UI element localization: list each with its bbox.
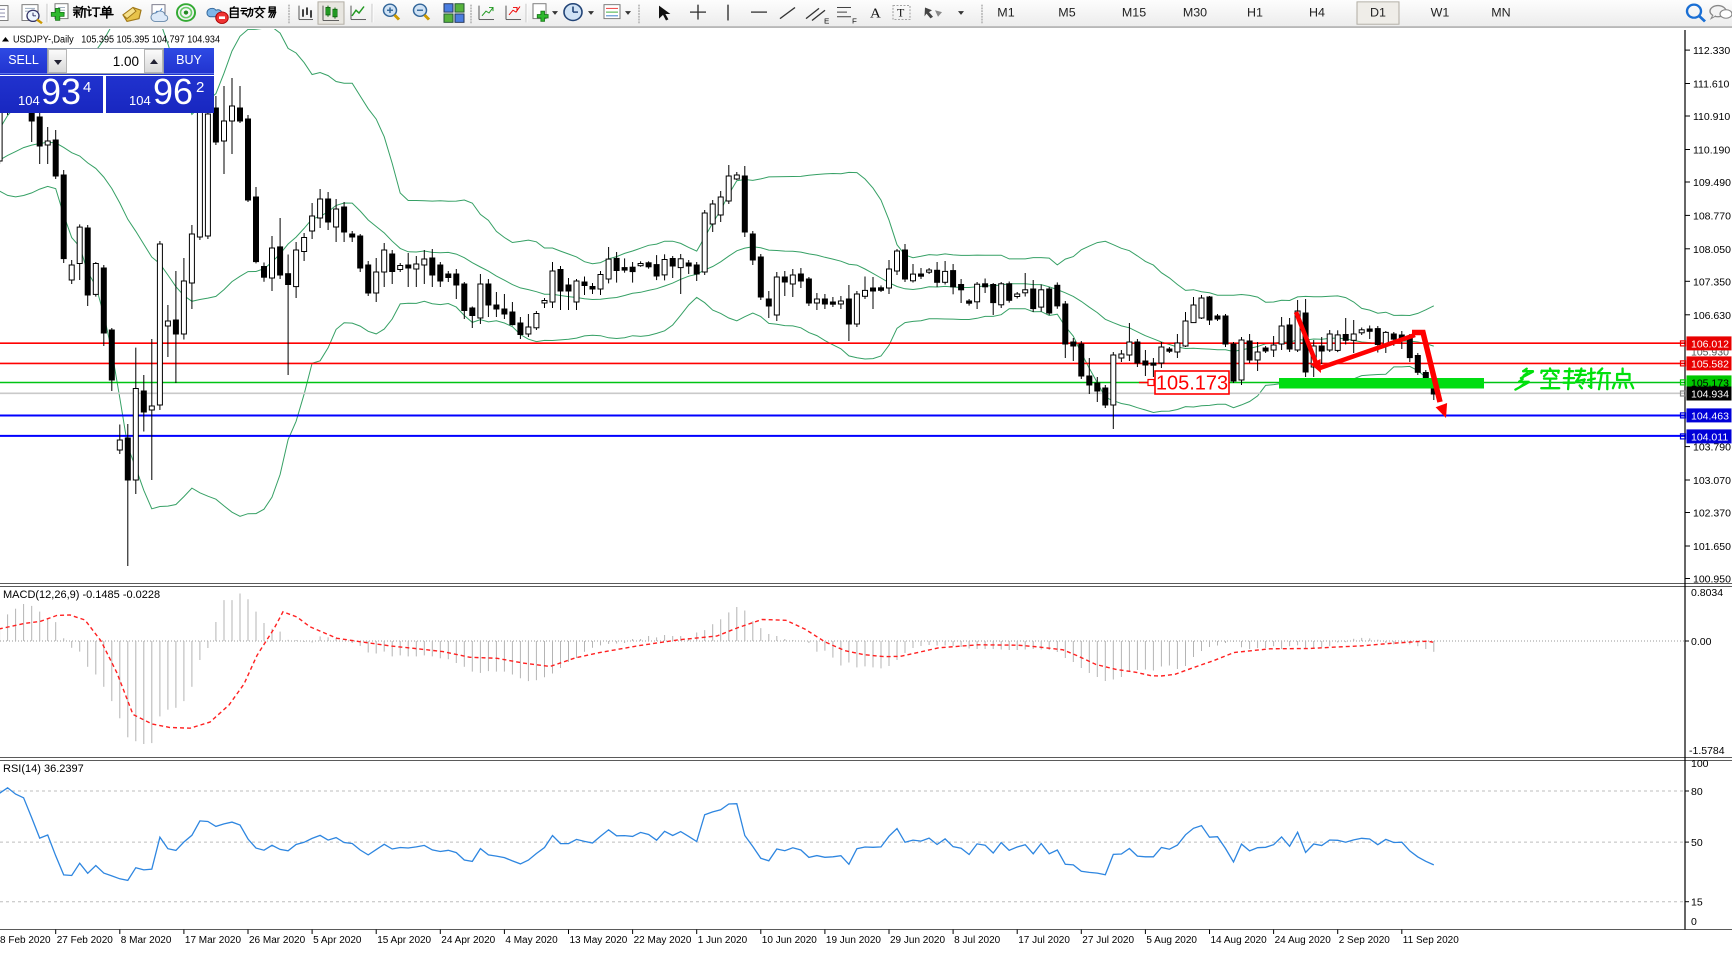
svg-text:W1: W1	[1431, 6, 1450, 19]
svg-text:10 Jun 2020: 10 Jun 2020	[762, 935, 817, 946]
svg-text:F: F	[852, 17, 857, 26]
svg-text:105.582: 105.582	[1691, 358, 1729, 370]
svg-text:105.173: 105.173	[1691, 377, 1729, 389]
svg-text:-1.5784: -1.5784	[1689, 745, 1725, 757]
svg-text:109.490: 109.490	[1693, 177, 1731, 189]
svg-text:112.330: 112.330	[1693, 45, 1730, 57]
svg-text:101.650: 101.650	[1693, 541, 1731, 553]
svg-text:M5: M5	[1058, 6, 1076, 19]
svg-text:24 Aug 2020: 24 Aug 2020	[1275, 935, 1332, 946]
svg-text:104.463: 104.463	[1691, 410, 1729, 422]
svg-text:0: 0	[1691, 916, 1697, 928]
svg-text:15: 15	[1691, 897, 1703, 909]
svg-text:8 Jul 2020: 8 Jul 2020	[954, 935, 1001, 946]
svg-text:MACD(12,26,9) -0.1485 -0.0228: MACD(12,26,9) -0.1485 -0.0228	[3, 589, 160, 601]
svg-text:110.190: 110.190	[1693, 145, 1730, 157]
svg-text:100: 100	[1691, 758, 1709, 770]
svg-text:M15: M15	[1122, 6, 1147, 19]
svg-text:2 Sep 2020: 2 Sep 2020	[1339, 935, 1391, 946]
svg-text:13 May 2020: 13 May 2020	[570, 935, 628, 946]
svg-text:USDJPY-,Daily 105.395 105.39: USDJPY-,Daily 105.395 105.395 104.797 10…	[13, 35, 220, 46]
svg-text:100.950: 100.950	[1693, 574, 1731, 586]
svg-text:MN: MN	[1491, 6, 1510, 19]
svg-text:0.00: 0.00	[1691, 636, 1712, 648]
svg-text:8 Mar 2020: 8 Mar 2020	[121, 935, 172, 946]
svg-text:4 May 2020: 4 May 2020	[505, 935, 558, 946]
svg-text:11 Sep 2020: 11 Sep 2020	[1403, 935, 1459, 946]
svg-text:27 Feb 2020: 27 Feb 2020	[57, 935, 114, 946]
svg-text:0.8034: 0.8034	[1691, 587, 1723, 599]
svg-text:24 Apr 2020: 24 Apr 2020	[441, 935, 495, 946]
svg-text:27 Jul 2020: 27 Jul 2020	[1082, 935, 1134, 946]
svg-text:T: T	[897, 7, 904, 20]
svg-text:1 Jun 2020: 1 Jun 2020	[698, 935, 748, 946]
svg-text:50: 50	[1691, 837, 1703, 849]
svg-text:106.012: 106.012	[1691, 338, 1729, 350]
svg-text:107.350: 107.350	[1693, 276, 1731, 288]
svg-text:15 Apr 2020: 15 Apr 2020	[377, 935, 431, 946]
svg-text:105.173: 105.173	[1156, 373, 1228, 395]
svg-text:19 Jun 2020: 19 Jun 2020	[826, 935, 881, 946]
svg-text:H1: H1	[1247, 6, 1263, 19]
svg-text:80: 80	[1691, 786, 1703, 798]
svg-text:108.050: 108.050	[1693, 244, 1731, 256]
svg-text:14 Aug 2020: 14 Aug 2020	[1211, 935, 1268, 946]
svg-text:M1: M1	[997, 6, 1015, 19]
svg-text:29 Jun 2020: 29 Jun 2020	[890, 935, 945, 946]
svg-text:E: E	[824, 17, 829, 26]
svg-text:A: A	[870, 6, 881, 21]
svg-text:8 Feb 2020: 8 Feb 2020	[0, 935, 51, 946]
svg-text:102.370: 102.370	[1693, 508, 1731, 520]
svg-text:17 Mar 2020: 17 Mar 2020	[185, 935, 242, 946]
svg-text:M30: M30	[1183, 6, 1208, 19]
svg-text:RSI(14) 36.2397: RSI(14) 36.2397	[3, 763, 84, 775]
svg-text:103.070: 103.070	[1693, 475, 1731, 487]
svg-text:26 Mar 2020: 26 Mar 2020	[249, 935, 306, 946]
svg-text:5 Apr 2020: 5 Apr 2020	[313, 935, 362, 946]
svg-text:5 Aug 2020: 5 Aug 2020	[1146, 935, 1197, 946]
svg-text:104.011: 104.011	[1691, 431, 1728, 443]
svg-text:106.630: 106.630	[1693, 310, 1731, 322]
svg-text:D1: D1	[1370, 6, 1386, 19]
svg-text:108.770: 108.770	[1693, 210, 1731, 222]
svg-text:H4: H4	[1309, 6, 1325, 19]
svg-text:22 May 2020: 22 May 2020	[634, 935, 692, 946]
svg-text:110.910: 110.910	[1693, 111, 1730, 123]
svg-text:103.790: 103.790	[1693, 442, 1731, 454]
svg-text:111.610: 111.610	[1693, 79, 1730, 91]
svg-text:104.934: 104.934	[1691, 389, 1729, 401]
svg-text:17 Jul 2020: 17 Jul 2020	[1018, 935, 1070, 946]
